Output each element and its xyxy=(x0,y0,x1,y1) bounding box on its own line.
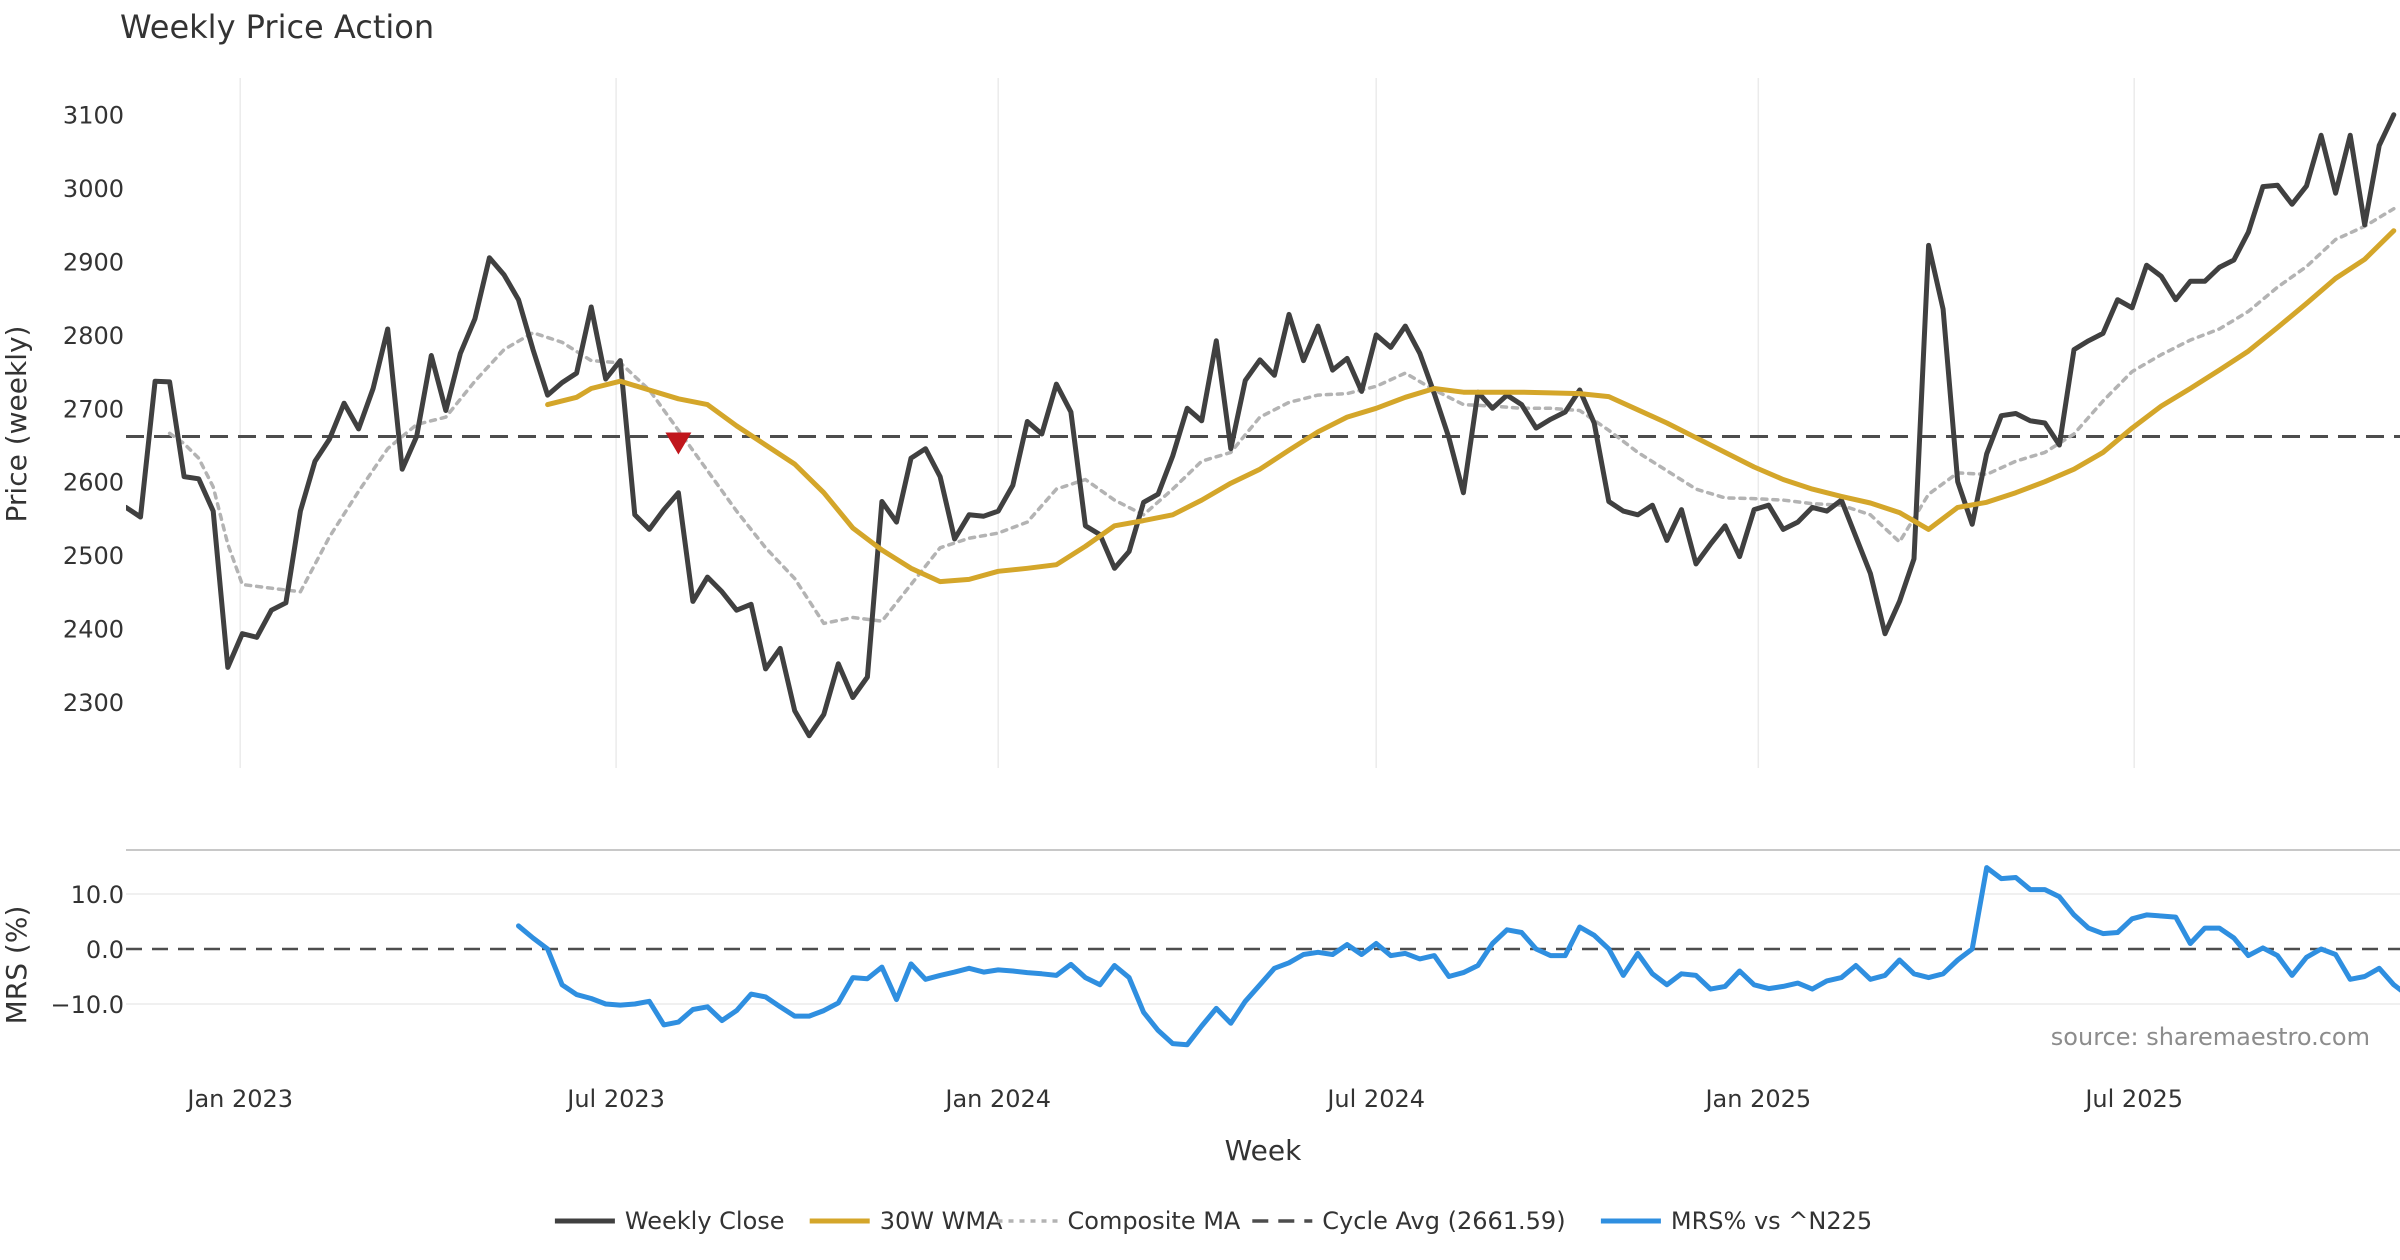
legend: Weekly Close 30W WMA Composite MA Cycle Avg… xyxy=(554,1207,1872,1235)
series-30w-wma xyxy=(545,228,2397,585)
price-y-tick-label: 2300 xyxy=(63,689,124,717)
legend-label: Weekly Close xyxy=(625,1207,785,1235)
price-y-tick-label: 2700 xyxy=(63,395,124,423)
mrs-y-axis-label: MRS (%) xyxy=(0,906,33,1025)
x-tick-label: Jul 2025 xyxy=(2083,1085,2183,1113)
legend-label: Cycle Avg (2661.59) xyxy=(1322,1207,1565,1235)
x-axis-label: Week xyxy=(1225,1134,1302,1167)
price-y-tick-label: 3100 xyxy=(63,102,124,130)
x-tick-label: Jan 2025 xyxy=(1703,1085,1811,1113)
source-annotation: source: sharemaestro.com xyxy=(2051,1023,2370,1051)
price-panel: 2300 2400 2500 2600 2700 2800 2900 3000 3100 xyxy=(63,78,2400,768)
sell-signal-marker xyxy=(665,432,692,455)
x-tick-label: Jul 2024 xyxy=(1325,1085,1425,1113)
price-y-tick-label: 2600 xyxy=(63,469,124,497)
legend-label: 30W WMA xyxy=(880,1207,1003,1235)
mrs-panel: 10.0 0.0 −10.0 xyxy=(50,849,2400,1048)
mrs-y-tick-label: 10.0 xyxy=(71,881,124,909)
price-y-tick-label: 2400 xyxy=(63,616,124,644)
x-tick-label: Jan 2023 xyxy=(185,1085,293,1113)
series-composite-ma xyxy=(167,206,2396,626)
price-y-axis-label: Price (weekly) xyxy=(0,326,33,523)
mrs-y-tick-label: 0.0 xyxy=(86,936,124,964)
series-weekly-close xyxy=(126,112,2397,739)
series-mrs-vs-n225 xyxy=(516,865,2400,1048)
price-y-tick-label: 3000 xyxy=(63,175,124,203)
price-y-tick-label: 2500 xyxy=(63,542,124,570)
price-y-tick-label: 2800 xyxy=(63,322,124,350)
x-axis-ticks: Jan 2023 Jul 2023 Jan 2024 Jul 2024 Jan 2025… xyxy=(185,1085,2183,1113)
x-tick-label: Jul 2023 xyxy=(565,1085,665,1113)
legend-label: MRS% vs ^N225 xyxy=(1671,1207,1872,1235)
chart-title: Weekly Price Action xyxy=(120,8,434,46)
legend-label: Composite MA xyxy=(1068,1207,1241,1235)
mrs-y-tick-label: −10.0 xyxy=(50,991,124,1019)
price-y-tick-label: 2900 xyxy=(63,249,124,277)
x-tick-label: Jan 2024 xyxy=(943,1085,1051,1113)
